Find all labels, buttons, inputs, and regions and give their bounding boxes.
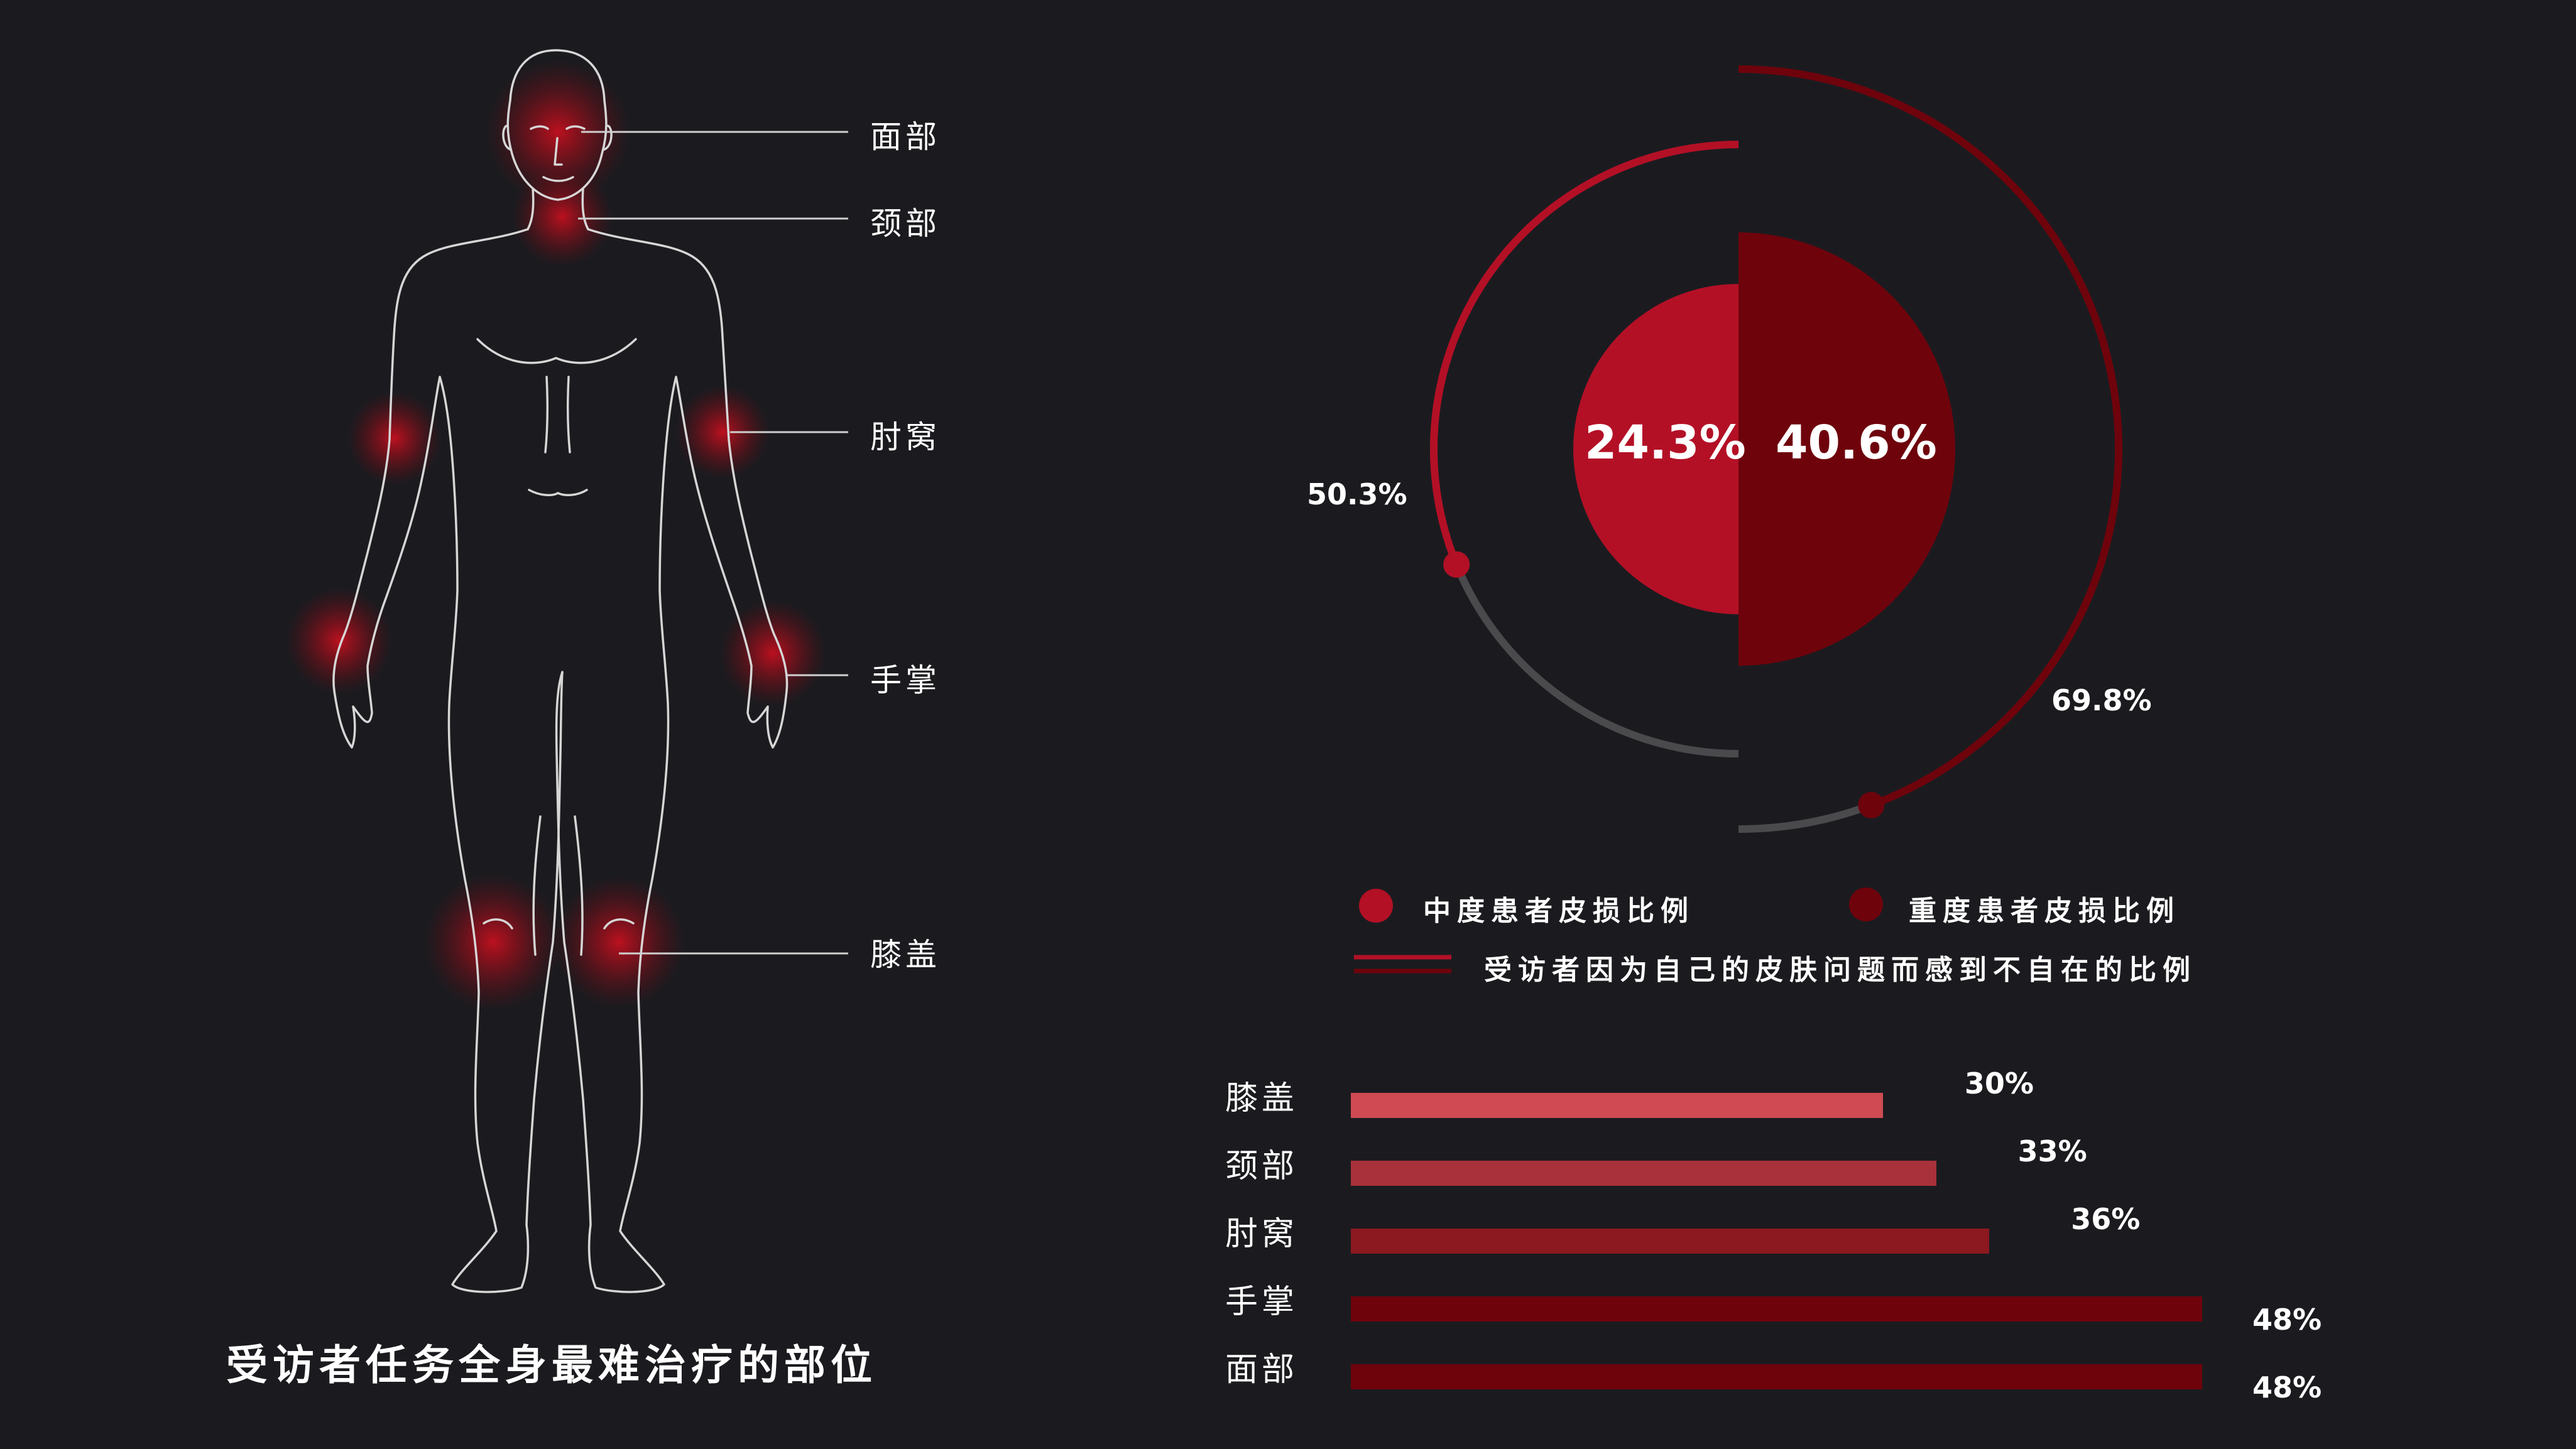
moderate-ring-dot [1443,551,1470,578]
ring-chart [1430,65,2122,833]
bar-value-label: 48% [2252,1370,2322,1404]
callout-lines [578,131,848,955]
glow-knee-left [424,873,562,1011]
severe-inner-half [1738,232,1955,666]
callout-label-palm: 手掌 [870,662,941,698]
bar [1351,1161,1936,1186]
body-map-title: 受访者任务全身最难治疗的部位 [226,1340,877,1389]
callout-label-elbow: 肘窝 [870,419,941,455]
legend-label-moderate: 中度患者皮损比例 [1423,895,1695,927]
severe-inner-value: 40.6% [1776,416,1937,470]
glow-elbow-right [675,385,770,479]
bar [1351,1093,1883,1118]
moderate-inner-half [1573,284,1738,614]
bar-value-label: 30% [1964,1066,2034,1100]
legend-dot-severe [1849,887,1883,921]
legend-label-severe: 重度患者皮损比例 [1909,895,2180,927]
bar-category-label: 面部 [1225,1351,1299,1389]
legend-label-ring: 受访者因为自己的皮肤问题而感到不自在的比例 [1484,954,2197,986]
bar-category-label: 膝盖 [1225,1080,1299,1117]
glow-face [486,60,630,204]
body-map [286,49,848,1293]
glow-palm-right [719,600,826,707]
callout-label-face: 面部 [870,119,941,155]
legend-dot-moderate [1359,889,1393,923]
legend-markers [1354,887,1883,974]
moderate-ring-track [1453,563,1739,757]
bar-value-label: 33% [2017,1134,2087,1168]
callout-label-neck: 颈部 [870,205,941,242]
bar [1351,1229,1990,1254]
callout-label-knee: 膝盖 [870,936,941,973]
bar [1351,1364,2202,1389]
moderate-ring-arc [1430,141,1739,567]
bar-category-label: 颈部 [1225,1148,1299,1185]
human-figure [332,49,789,1293]
bar-value-label: 48% [2252,1303,2322,1337]
moderate-ring-value: 50.3% [1307,477,1407,511]
moderate-inner-value: 24.3% [1585,416,1746,470]
bar-category-label: 手掌 [1225,1283,1299,1321]
bar-chart: 膝盖 30% 颈部 33% 肘窝 36% 手掌 48% 面部 48% [1225,1066,2419,1419]
severe-ring-dot [1858,791,1885,818]
hotspot-glows [286,60,826,1011]
bar-category-label: 肘窝 [1225,1215,1299,1253]
severe-ring-track [1738,801,1873,833]
glow-elbow-left [347,391,442,486]
bar [1351,1296,2202,1321]
bar-value-label: 36% [2071,1202,2141,1236]
glow-palm-left [286,587,393,694]
severe-ring-value: 69.8% [2051,683,2152,717]
glow-knee-right [553,876,685,1008]
severe-ring-arc [1738,65,2122,809]
